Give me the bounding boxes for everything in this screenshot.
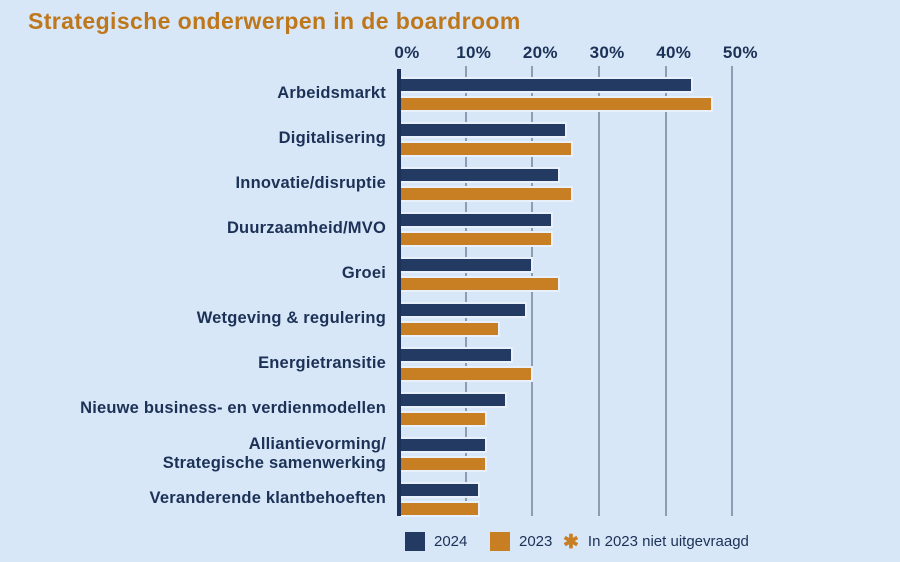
- x-tick-label-20: 20%: [522, 43, 558, 62]
- category-label-veranderende-klantbehoeften: Veranderende klantbehoeften: [149, 489, 386, 508]
- x-tick-label-40: 40%: [656, 43, 692, 62]
- gridline-50: [731, 66, 734, 516]
- legend-label-2024: 2024: [434, 532, 468, 550]
- bar-2024-groei: [400, 257, 534, 273]
- bar-2023-groei: [400, 276, 561, 292]
- chart-title: Strategische onderwerpen in de boardroom: [28, 8, 521, 34]
- legend-footnote-item: ✱ In 2023 niet uitgevraagd: [563, 528, 749, 554]
- category-label-wetgeving-regulering: Wetgeving & regulering: [196, 309, 386, 328]
- x-tick-label-30: 30%: [589, 43, 625, 62]
- bar-2024-veranderende-klantbehoeften: [400, 482, 481, 498]
- legend-label-2023: 2023: [519, 532, 553, 550]
- bar-2023-arbeidsmarkt: [400, 96, 714, 112]
- category-label-alliantievorming-strategische-samenwerking: Alliantievorming/ Strategische samenwerk…: [162, 434, 386, 472]
- category-label-innovatie-disruptie: Innovatie/disruptie: [235, 174, 386, 193]
- bar-2023-innovatie-disruptie: [400, 186, 574, 202]
- bar-2023-alliantievorming-strategische-samenwerking: [400, 456, 487, 472]
- category-label-digitalisering: Digitalisering: [278, 129, 386, 148]
- category-label-energietransitie: Energietransitie: [258, 354, 386, 373]
- category-label-duurzaamheid-mvo: Duurzaamheid/MVO: [226, 219, 386, 238]
- legend-swatch-2024: [405, 531, 425, 551]
- bar-2024-innovatie-disruptie: [400, 167, 561, 183]
- legend-footnote-text: In 2023 niet uitgevraagd: [587, 532, 749, 550]
- bar-2024-duurzaamheid-mvo: [400, 212, 554, 228]
- y-axis-line: [397, 69, 401, 516]
- bar-2023-veranderende-klantbehoeften: [400, 501, 481, 517]
- bar-2023-digitalisering: [400, 141, 574, 157]
- asterisk-icon: ✱: [563, 531, 579, 553]
- bar-2023-wetgeving-regulering: [400, 321, 501, 337]
- bar-2024-wetgeving-regulering: [400, 302, 527, 318]
- gridline-40: [664, 66, 667, 516]
- bar-2024-arbeidsmarkt: [400, 77, 694, 93]
- bar-2023-nieuwe-business-en-verdienmodellen: [400, 411, 487, 427]
- bar-2024-energietransitie: [400, 347, 514, 363]
- bar-2024-nieuwe-business-en-verdienmodellen: [400, 392, 507, 408]
- category-label-nieuwe-business-en-verdienmodellen: Nieuwe business- en verdienmodellen: [80, 399, 386, 418]
- legend-item-2024: 2024: [405, 528, 467, 554]
- category-label-arbeidsmarkt: Arbeidsmarkt: [277, 84, 386, 103]
- legend: 2024 2023 ✱ In 2023 niet uitgevraagd: [0, 528, 900, 554]
- bar-2024-alliantievorming-strategische-samenwerking: [400, 437, 487, 453]
- bar-2023-duurzaamheid-mvo: [400, 231, 554, 247]
- x-tick-label-50: 50%: [722, 43, 758, 62]
- bar-2024-digitalisering: [400, 122, 567, 138]
- x-tick-label-0: 0%: [394, 43, 420, 62]
- category-label-groei: Groei: [341, 264, 386, 283]
- legend-item-2023: 2023: [490, 528, 552, 554]
- bar-2023-energietransitie: [400, 366, 534, 382]
- legend-swatch-2023: [490, 531, 510, 551]
- x-tick-label-10: 10%: [456, 43, 492, 62]
- gridline-30: [598, 66, 601, 516]
